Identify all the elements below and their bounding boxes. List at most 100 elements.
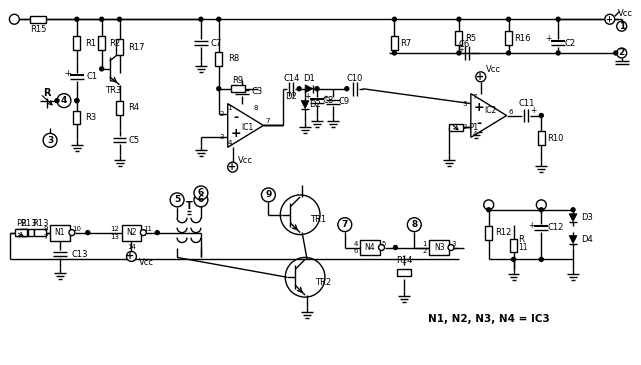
Text: C2: C2 [564,39,575,47]
Circle shape [392,51,396,55]
Circle shape [155,231,159,235]
Circle shape [457,51,461,55]
Text: 1: 1 [422,241,427,246]
Text: -: - [233,111,238,124]
Circle shape [448,245,454,250]
Text: 2: 2 [219,111,224,116]
Text: 12: 12 [111,226,119,232]
Circle shape [605,14,615,24]
Text: D2: D2 [309,100,321,109]
Text: 2: 2 [619,49,625,58]
Text: 4: 4 [353,241,358,246]
Polygon shape [228,104,263,147]
Text: 2: 2 [463,124,467,130]
Text: R9: R9 [232,76,243,85]
Text: 11: 11 [519,243,528,252]
Text: 11: 11 [144,226,153,232]
Circle shape [117,17,122,21]
Text: 1: 1 [228,105,232,111]
Bar [510,239,517,253]
Text: 5: 5 [381,241,386,246]
Bar [538,131,545,145]
Text: R12: R12 [495,228,511,237]
Circle shape [217,17,221,21]
Text: N2: N2 [126,228,137,237]
Text: C13: C13 [72,250,88,259]
Bar [505,31,512,45]
Circle shape [10,14,19,24]
Bar [485,226,492,239]
Circle shape [539,257,544,261]
Bar [116,39,123,55]
Circle shape [69,230,75,235]
Text: R8: R8 [228,54,239,64]
Text: R16: R16 [515,34,531,43]
Text: R: R [519,235,524,244]
Text: D1: D1 [303,74,315,83]
Circle shape [100,17,104,21]
Text: C12: C12 [547,223,563,232]
Text: 4: 4 [61,96,67,105]
Text: D4: D4 [581,235,593,244]
Circle shape [392,17,396,21]
Text: N3: N3 [434,243,444,252]
Text: Vcc: Vcc [238,155,253,165]
Circle shape [556,51,560,55]
Circle shape [57,94,71,108]
Circle shape [55,99,59,103]
Text: R2: R2 [110,39,121,47]
Circle shape [75,17,79,21]
Text: +: + [530,106,537,115]
Text: TR1: TR1 [310,215,326,224]
Circle shape [217,87,221,91]
Circle shape [379,245,385,250]
Text: D3: D3 [581,213,593,222]
Text: Vcc: Vcc [486,65,501,74]
Text: +: + [126,251,135,261]
Circle shape [228,162,238,172]
Text: C3: C3 [251,87,263,96]
Circle shape [556,17,560,21]
Circle shape [43,133,57,147]
Text: R15: R15 [30,25,46,34]
Bar [231,85,245,92]
Circle shape [539,208,544,212]
Circle shape [126,251,137,261]
Circle shape [194,186,208,200]
Text: 9: 9 [265,191,272,199]
Text: TR2: TR2 [315,278,331,287]
Text: +: + [230,127,241,140]
Text: T: T [186,201,192,211]
Text: C10: C10 [347,74,363,83]
Polygon shape [305,85,313,93]
Text: Vcc: Vcc [618,9,633,18]
Circle shape [487,208,491,212]
Text: IC1: IC1 [242,123,254,132]
Bar [15,229,28,236]
Text: C6: C6 [458,39,469,49]
Text: +: + [458,47,464,53]
Text: 5: 5 [174,195,180,204]
Text: R14: R14 [396,256,413,265]
Text: 6: 6 [198,195,204,204]
Text: TR3: TR3 [106,86,122,95]
Text: IC2: IC2 [485,106,497,115]
Bar [429,239,449,255]
Text: +: + [545,34,551,43]
Text: P2: P2 [16,219,26,228]
Circle shape [170,193,184,207]
Circle shape [407,218,421,232]
Circle shape [537,200,546,210]
Bar [449,124,463,131]
Text: P1: P1 [468,123,478,132]
Bar [30,16,46,23]
Circle shape [262,188,276,202]
Text: 8: 8 [253,105,258,111]
Text: +: + [65,69,71,78]
Text: 2: 2 [423,249,427,254]
Circle shape [338,218,352,232]
Circle shape [394,246,397,250]
Bar [215,52,222,66]
Circle shape [571,208,575,212]
Text: 6: 6 [198,188,204,197]
